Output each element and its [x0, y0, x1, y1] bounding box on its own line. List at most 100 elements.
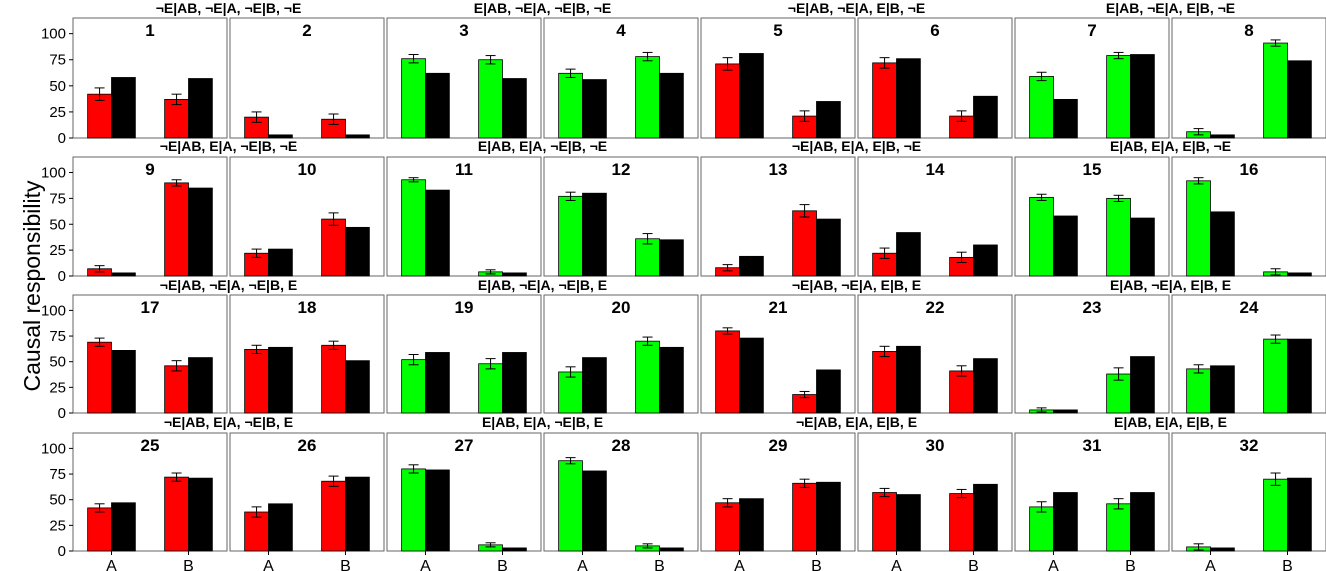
panel-number-label: 28 — [612, 436, 631, 455]
y-tick-label: 25 — [49, 242, 66, 259]
y-tick-label: 50 — [49, 492, 66, 509]
bar-model-A — [582, 192, 607, 277]
panel-number-label: 11 — [455, 160, 473, 179]
error-bar-B — [956, 251, 967, 264]
bar-model-B — [345, 476, 370, 552]
bar-participant-B — [635, 340, 660, 414]
bar-model-A — [1053, 409, 1078, 414]
x-tick-label: A — [263, 558, 274, 571]
bar-model-B — [1130, 217, 1155, 277]
facet-strip-title: ¬E|AB, ¬E|A, E|B, E — [792, 277, 921, 293]
bar-participant-A — [872, 492, 897, 552]
bar-model-A — [1210, 365, 1235, 414]
facet-strip-title: ¬E|AB, ¬E|A, ¬E|B, E — [160, 277, 297, 293]
error-bar-B — [799, 204, 810, 218]
bar-participant-A — [715, 330, 740, 414]
error-bar-A — [1193, 543, 1204, 551]
facet-panel: 16 — [1171, 156, 1326, 277]
x-tick-label: B — [968, 558, 979, 571]
facet-panel: 18 — [229, 294, 385, 414]
bar-participant-A — [401, 468, 426, 552]
error-bar-B — [956, 488, 967, 499]
facet-panel: 23 — [1014, 294, 1170, 414]
bar-model-A — [111, 502, 136, 552]
bar-model-B — [345, 360, 370, 414]
facet-panel: 19 — [386, 294, 542, 414]
panel-number-label: 25 — [141, 436, 160, 455]
bar-model-A — [425, 189, 450, 277]
bar-participant-B — [792, 482, 817, 552]
x-tick-label: B — [497, 558, 508, 571]
x-tick-label: A — [577, 558, 588, 571]
panel-number-label: 18 — [298, 298, 317, 317]
bar-participant-A — [715, 502, 740, 552]
bar-model-B — [188, 78, 213, 139]
error-bar-A — [879, 345, 890, 358]
facet-panel: 13 — [700, 156, 856, 277]
bar-participant-A — [1029, 76, 1054, 139]
error-bar-B — [485, 55, 496, 65]
error-bar-A — [408, 54, 419, 64]
facet-panel: 24 — [1171, 294, 1326, 414]
facet-strip-title: E|AB, ¬E|A, E|B, ¬E — [1106, 0, 1235, 16]
panel-number-label: 29 — [769, 436, 788, 455]
bar-model-A — [896, 58, 921, 139]
bar-model-B — [502, 272, 527, 277]
facet-panel: 9 — [72, 156, 228, 277]
y-tick-label: 75 — [49, 190, 66, 207]
bar-model-B — [502, 352, 527, 414]
x-tick-label: A — [734, 558, 745, 571]
y-tick-label: 0 — [58, 268, 66, 285]
bar-participant-A — [87, 341, 112, 414]
error-bar-A — [1036, 501, 1047, 513]
bar-model-A — [1053, 492, 1078, 552]
facet-panel: 22 — [857, 294, 1013, 414]
error-bar-B — [328, 475, 339, 487]
panel-number-label: 22 — [926, 298, 945, 317]
bar-model-B — [1287, 60, 1312, 139]
bar-model-B — [188, 187, 213, 277]
bar-model-B — [188, 477, 213, 552]
error-bar-A — [1193, 128, 1204, 136]
error-bar-B — [171, 179, 182, 187]
bar-participant-B — [164, 182, 189, 277]
bar-participant-A — [558, 195, 583, 277]
bar-participant-B — [164, 365, 189, 414]
error-bar-B — [485, 358, 496, 370]
error-bar-A — [251, 248, 262, 258]
panel-number-label: 32 — [1240, 436, 1259, 455]
facet-panel: 30 — [857, 432, 1013, 552]
facet-strip-title: E|AB, E|A, ¬E|B, ¬E — [478, 138, 607, 154]
facet-panel: 27 — [386, 432, 542, 552]
facet-panel: 15 — [1014, 156, 1170, 277]
bar-model-B — [973, 244, 998, 277]
facet-panel: 5 — [700, 17, 856, 139]
bar-model-B — [502, 78, 527, 139]
bar-model-A — [739, 337, 764, 414]
error-bar-B — [328, 113, 339, 125]
error-bar-A — [1036, 407, 1047, 413]
panel-number-label: 23 — [1083, 298, 1102, 317]
y-tick-label: 75 — [49, 328, 66, 345]
y-tick-label: 0 — [58, 543, 66, 560]
bar-participant-A — [715, 63, 740, 139]
bar-model-A — [739, 498, 764, 552]
bar-model-B — [1287, 338, 1312, 414]
panel-number-label: 9 — [145, 160, 154, 179]
facet-panel: 20 — [543, 294, 699, 414]
x-tick-label: A — [106, 558, 117, 571]
facet-strip-title: E|AB, E|A, ¬E|B, E — [482, 414, 603, 430]
panel-number-label: 12 — [612, 160, 631, 179]
error-bar-B — [642, 233, 653, 245]
bar-model-A — [268, 503, 293, 552]
error-bar-B — [799, 110, 810, 122]
panel-number-label: 31 — [1083, 436, 1102, 455]
bar-participant-B — [478, 59, 503, 139]
error-bar-A — [722, 264, 733, 272]
x-tick-label: B — [1282, 558, 1293, 571]
bar-model-B — [973, 483, 998, 552]
error-bar-B — [1270, 268, 1281, 276]
